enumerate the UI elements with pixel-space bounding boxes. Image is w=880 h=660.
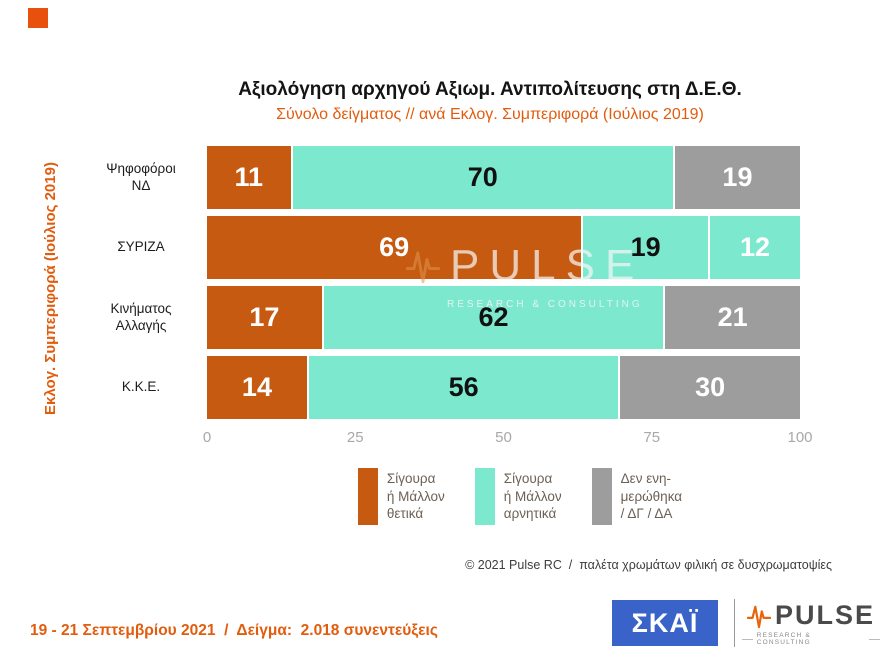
bar-rows: 11 70 19 69 19 12 17 62 21 14 56 30 bbox=[207, 146, 801, 426]
category-label: Ψηφοφόροι ΝΔ bbox=[106, 160, 176, 193]
bar-segment: 11 bbox=[207, 146, 291, 209]
bar-row: 14 56 30 bbox=[207, 356, 800, 419]
pulse-logo: PULSE RESEARCH & CONSULTING bbox=[734, 597, 880, 649]
x-tick-label: 100 bbox=[787, 429, 813, 446]
legend-swatch bbox=[591, 468, 612, 525]
chart-subtitle: Σύνολο δείγματος // ανά Εκλογ. Συμπεριφο… bbox=[276, 106, 704, 123]
chart-title: Αξιολόγηση αρχηγού Αξιωμ. Αντιπολίτευσης… bbox=[238, 79, 742, 100]
bar-row: 11 70 19 bbox=[207, 146, 800, 209]
bar-segment: 21 bbox=[665, 286, 801, 349]
legend-label: Σίγουρα ή Μάλλον αρνητικά bbox=[503, 471, 562, 522]
copyright-note: © 2021 Pulse RC / παλέτα χρωμάτων φιλική… bbox=[465, 558, 832, 572]
skai-logo: ΣΚΑΪ bbox=[612, 600, 718, 646]
bar-segment: 69 bbox=[207, 216, 582, 279]
bar-segment: 12 bbox=[710, 216, 800, 279]
category-label: Κινήματος Αλλαγής bbox=[110, 300, 172, 333]
bar-segment: 30 bbox=[620, 356, 800, 419]
orange-square-logo bbox=[28, 8, 48, 28]
bar-row: 17 62 21 bbox=[207, 286, 801, 349]
legend-item: Σίγουρα ή Μάλλον θετικά bbox=[357, 468, 445, 525]
pulse-logo-tagline: RESEARCH & CONSULTING bbox=[741, 632, 880, 646]
bar-segment: 14 bbox=[207, 356, 307, 419]
fieldwork-note: 19 - 21 Σεπτεμβρίου 2021 / Δείγμα: 2.018… bbox=[30, 622, 438, 639]
tagline-rule-left bbox=[741, 638, 753, 640]
bar-segment: 70 bbox=[292, 146, 673, 209]
legend-swatch bbox=[474, 468, 495, 525]
y-axis-title: Εκλογ. Συμπεριφορά (Ιούλιος 2019) bbox=[42, 162, 59, 416]
bar-segment: 62 bbox=[323, 286, 664, 349]
x-tick-label: 25 bbox=[346, 429, 364, 446]
x-axis-ticks: 0 25 50 75 100 bbox=[203, 429, 813, 449]
legend-label: Σίγουρα ή Μάλλον θετικά bbox=[386, 471, 445, 522]
category-labels: Ψηφοφόροι ΝΔ ΣΥΡΙΖΑ Κινήματος Αλλαγής Κ.Κ.Ε. bbox=[84, 146, 198, 426]
category-label: ΣΥΡΙΖΑ bbox=[117, 239, 165, 255]
bar-segment: 19 bbox=[674, 146, 800, 209]
bar-segment: 56 bbox=[308, 356, 619, 419]
pulse-logo-text: PULSE bbox=[774, 600, 875, 630]
x-tick-label: 0 bbox=[202, 429, 212, 446]
x-tick-label: 75 bbox=[643, 429, 661, 446]
x-tick-label: 50 bbox=[495, 429, 512, 446]
tagline-rule-right bbox=[869, 638, 880, 640]
legend-item: Δεν ενη-μερώθηκα / ΔΓ / ΔΑ bbox=[591, 468, 683, 525]
bar-segment: 19 bbox=[583, 216, 709, 279]
skai-logo-text: ΣΚΑΪ bbox=[631, 607, 699, 638]
legend-swatch bbox=[357, 468, 378, 525]
bar-segment: 17 bbox=[207, 286, 322, 349]
pulse-waveform-icon bbox=[746, 605, 771, 628]
logo-divider bbox=[734, 599, 735, 647]
pulse-logo-main: PULSE RESEARCH & CONSULTING bbox=[741, 600, 880, 646]
legend: Σίγουρα ή Μάλλον θετικά Σίγουρα ή Μάλλον αρνη… bbox=[160, 468, 880, 525]
legend-label: Δεν ενη-μερώθηκα / ΔΓ / ΔΑ bbox=[620, 471, 683, 522]
pulse-tagline-text: RESEARCH & CONSULTING bbox=[756, 632, 811, 646]
category-label: Κ.Κ.Ε. bbox=[121, 379, 161, 395]
bar-row: 69 19 12 bbox=[207, 216, 800, 279]
legend-item: Σίγουρα ή Μάλλον αρνητικά bbox=[474, 468, 562, 525]
